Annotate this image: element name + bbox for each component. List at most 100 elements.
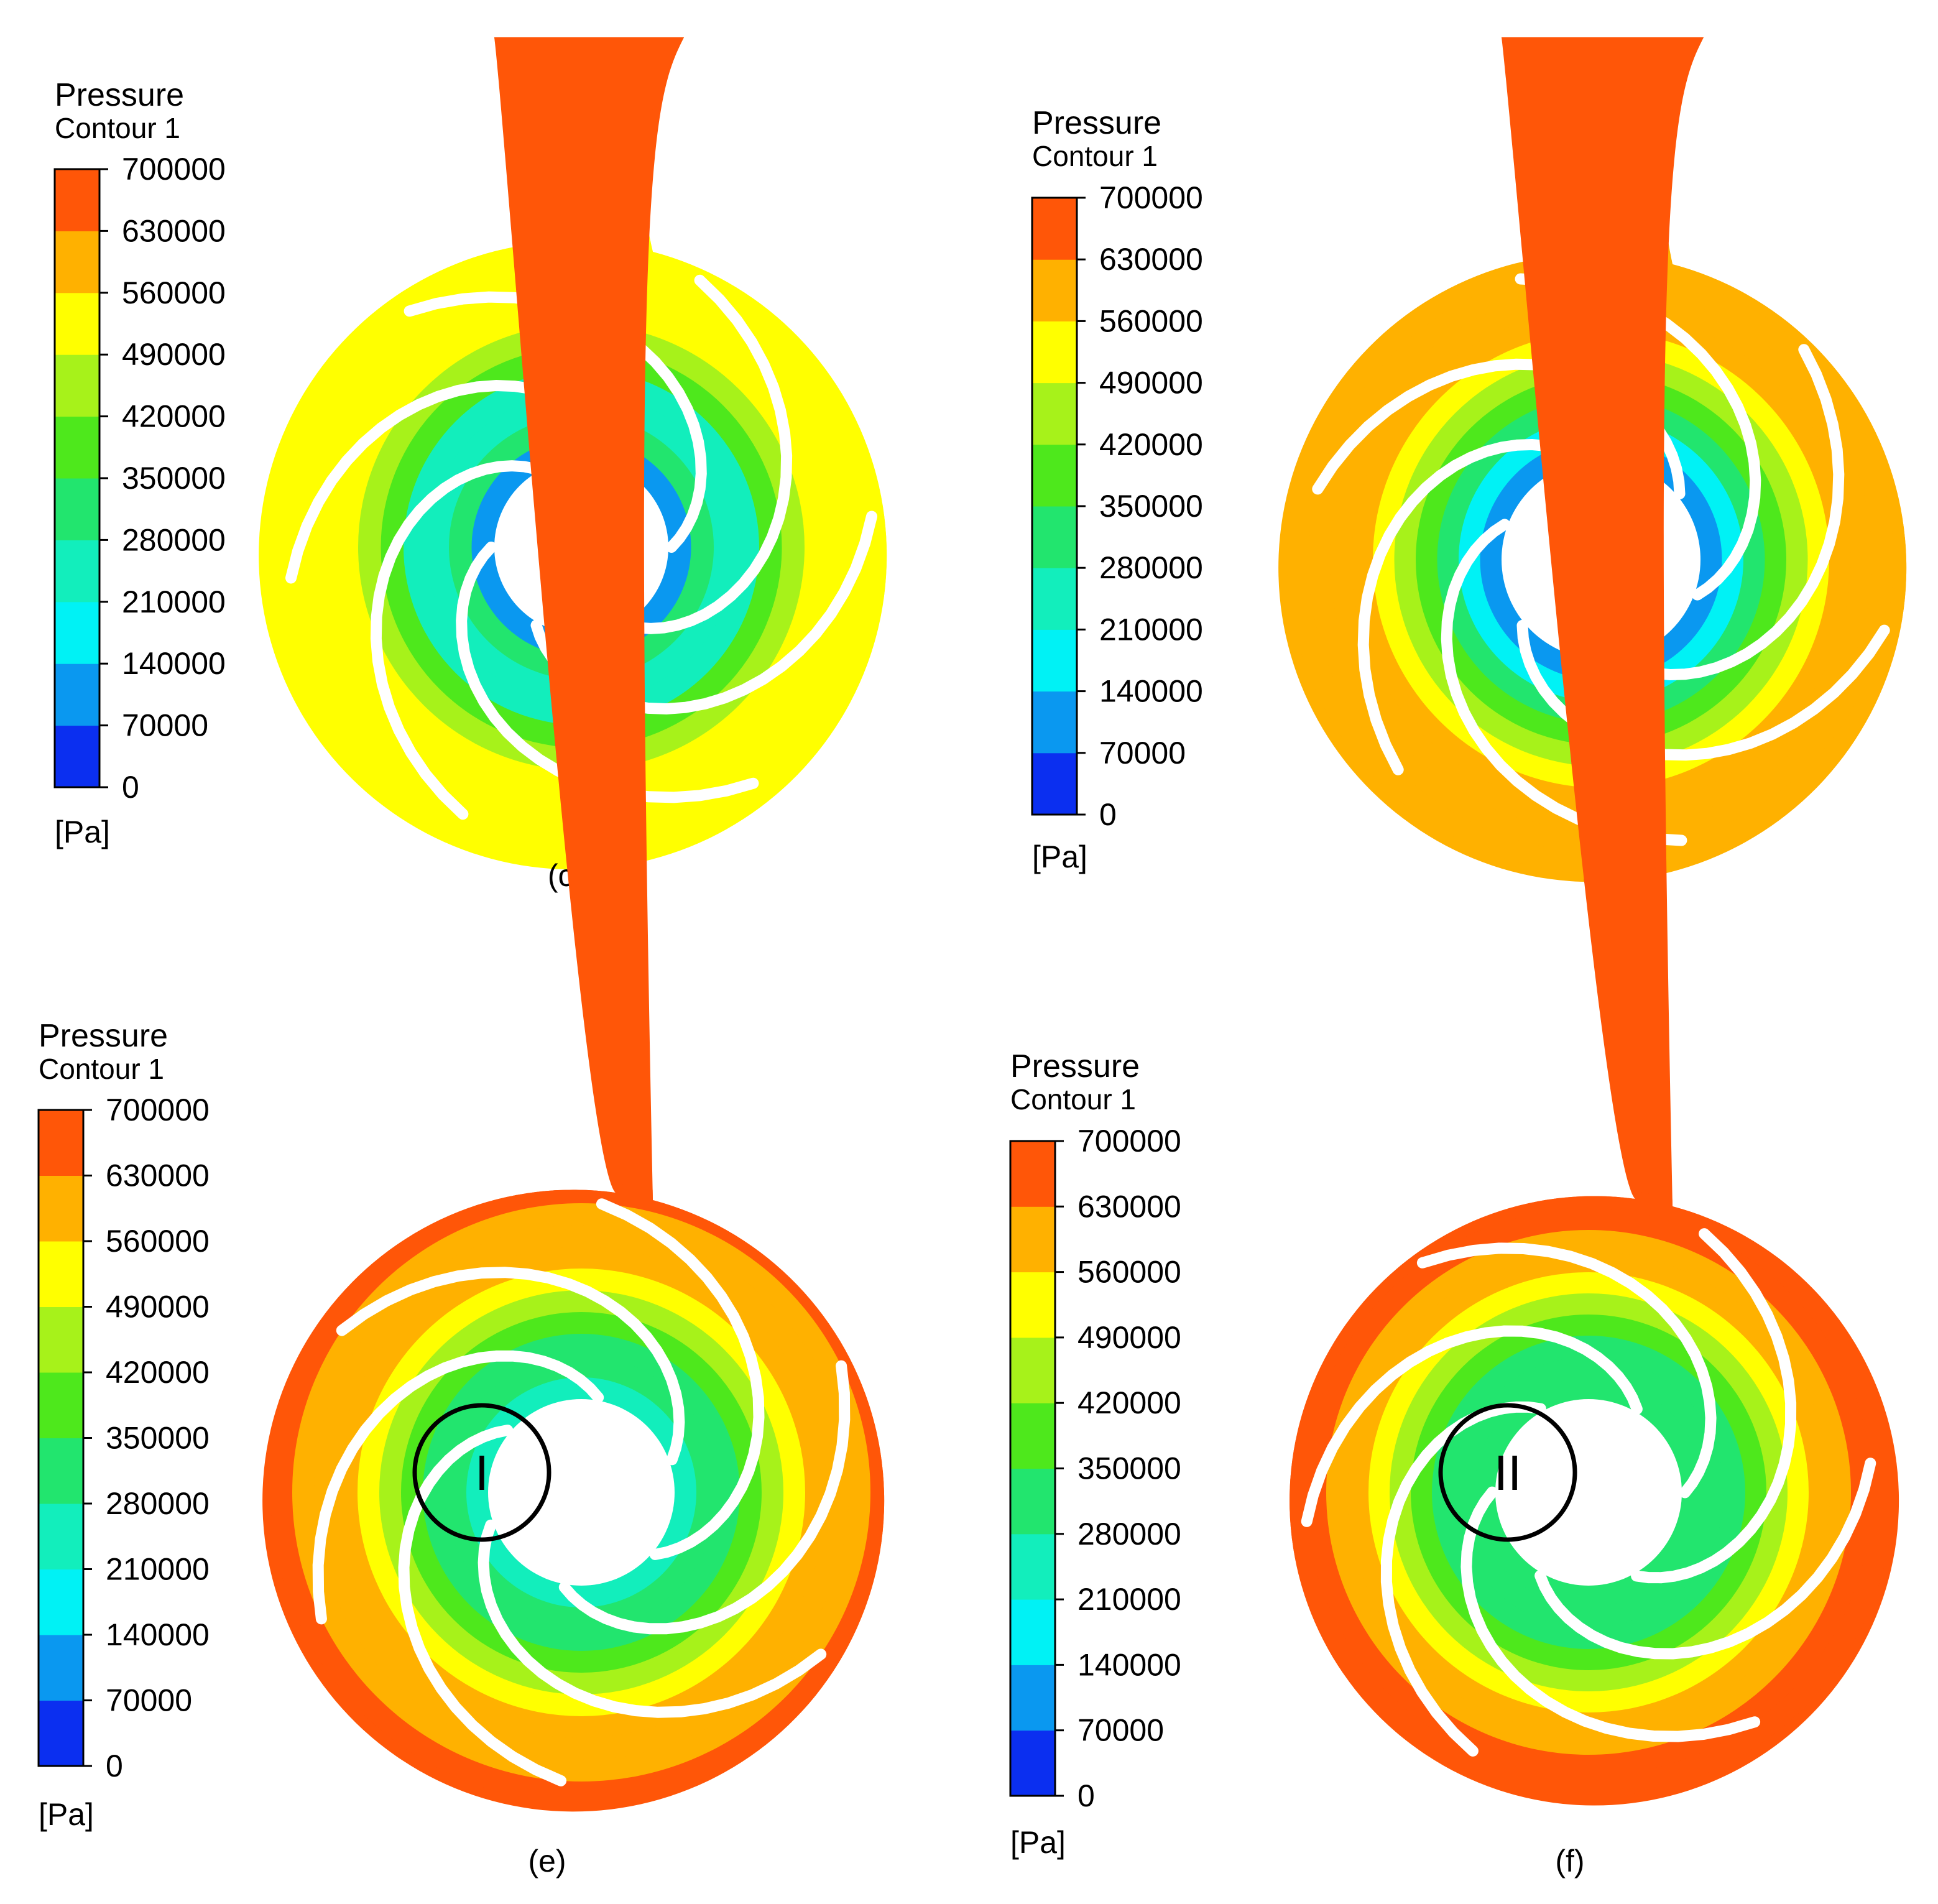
legend-swatch	[55, 169, 99, 231]
annotation-label: I	[475, 1445, 489, 1500]
blade	[456, 542, 759, 803]
legend-unit: [Pa]	[1010, 1825, 1066, 1860]
legend-tick-label: 490000	[106, 1290, 210, 1324]
legend-subtitle: Contour 1	[1010, 1083, 1136, 1116]
legend-tick-label: 280000	[106, 1486, 210, 1521]
impeller-hub	[488, 1399, 675, 1586]
impeller-blades	[312, 1198, 851, 1786]
legend-tick-label: 280000	[1099, 550, 1203, 585]
legend-tick-label: 490000	[1077, 1320, 1181, 1355]
legend-tick-label: 700000	[106, 1093, 210, 1127]
legend-tick-label: 560000	[1077, 1255, 1181, 1290]
legend-tick-label: 560000	[122, 275, 226, 310]
legend-tick-label: 210000	[1077, 1582, 1181, 1617]
legend-tick-label: 490000	[122, 337, 226, 372]
discharge-pipe	[1502, 37, 1704, 205]
legend-swatch	[39, 1504, 83, 1569]
legend-tick-label: 420000	[122, 399, 226, 434]
blade	[398, 1425, 567, 1786]
legend-swatch	[39, 1306, 83, 1373]
legend-tick-label: 140000	[122, 646, 226, 681]
legend-tick-label: 140000	[106, 1617, 210, 1652]
legend-swatch	[1032, 691, 1077, 754]
legend-tick-label: 70000	[106, 1683, 192, 1718]
impeller-blades	[1301, 1228, 1876, 1757]
blade	[1416, 1242, 1717, 1499]
legend-swatch	[1032, 752, 1077, 815]
blade	[370, 460, 542, 820]
legend-tick-label: 70000	[122, 708, 208, 743]
legend-swatch	[55, 478, 99, 540]
panel-label: (e)	[528, 1844, 566, 1879]
legend-swatch	[1010, 1665, 1055, 1731]
legend-tick-label: 350000	[1077, 1451, 1181, 1486]
legend-swatch	[55, 292, 99, 355]
blade	[1380, 1401, 1546, 1757]
legend-swatch	[1010, 1730, 1055, 1796]
blade	[312, 1350, 604, 1625]
legend-swatch	[1032, 259, 1077, 321]
legend-swatch	[1010, 1533, 1055, 1600]
impeller-hub	[1495, 1399, 1682, 1586]
legend-swatch	[39, 1700, 83, 1767]
legend-swatch	[1010, 1403, 1055, 1469]
legend-title: Pressure	[1032, 105, 1161, 141]
legend-tick-label: 630000	[122, 213, 226, 248]
blade	[1301, 1325, 1643, 1527]
legend-tick-label: 420000	[1099, 427, 1203, 462]
legend-swatch	[39, 1569, 83, 1635]
legend-title: Pressure	[55, 77, 184, 113]
blade	[1357, 438, 1589, 775]
legend-tick-label: 350000	[122, 461, 226, 496]
legend-title: Pressure	[1010, 1048, 1140, 1084]
annotation-circle	[412, 1403, 551, 1542]
legend-swatch	[55, 725, 99, 788]
legend-tick-label: 560000	[106, 1224, 210, 1259]
annotation-label: II	[1494, 1445, 1521, 1500]
legend-swatch	[55, 601, 99, 664]
legend-tick-label: 490000	[1099, 366, 1203, 400]
legend-swatch	[1032, 629, 1077, 692]
legend-swatch	[39, 1110, 83, 1176]
blade	[478, 1519, 827, 1718]
legend-tick-label: 70000	[1099, 736, 1186, 770]
legend-swatch	[1032, 506, 1077, 568]
legend-tick-label: 700000	[122, 152, 226, 187]
legend-tick-label: 350000	[1099, 489, 1203, 524]
blade	[336, 1267, 685, 1466]
legend-tick-label: 560000	[1099, 303, 1203, 338]
legend-swatch	[39, 1241, 83, 1307]
legend-title: Pressure	[39, 1018, 168, 1054]
legend-tick-label: 210000	[106, 1552, 210, 1587]
legend-tick-label: 630000	[1099, 242, 1203, 277]
legend-tick-label: 700000	[1077, 1124, 1181, 1158]
legend-swatch	[39, 1438, 83, 1504]
legend-tick-label: 210000	[122, 585, 226, 619]
legend-swatch	[1010, 1468, 1055, 1535]
legend-swatch	[55, 540, 99, 603]
legend-swatch	[1010, 1272, 1055, 1338]
blade	[596, 1198, 765, 1560]
legend-tick-label: 0	[122, 770, 139, 805]
legend-tick-label: 280000	[1077, 1517, 1181, 1551]
legend-swatch	[39, 1372, 83, 1438]
legend-swatch	[39, 1635, 83, 1701]
legend-tick-label: 630000	[106, 1158, 210, 1193]
blade	[404, 291, 707, 553]
legend-tick-label: 420000	[1077, 1385, 1181, 1420]
legend-swatch	[1032, 444, 1077, 507]
legend-swatch	[1010, 1141, 1055, 1207]
legend-swatch	[55, 663, 99, 726]
annotation-circle	[1438, 1403, 1577, 1542]
legend-swatch	[1010, 1206, 1055, 1273]
legend-subtitle: Contour 1	[39, 1053, 164, 1085]
legend-tick-label: 0	[1099, 797, 1117, 832]
legend-unit: [Pa]	[39, 1797, 94, 1832]
legend-swatch	[1032, 321, 1077, 384]
panel-label: (f)	[1555, 1844, 1584, 1879]
